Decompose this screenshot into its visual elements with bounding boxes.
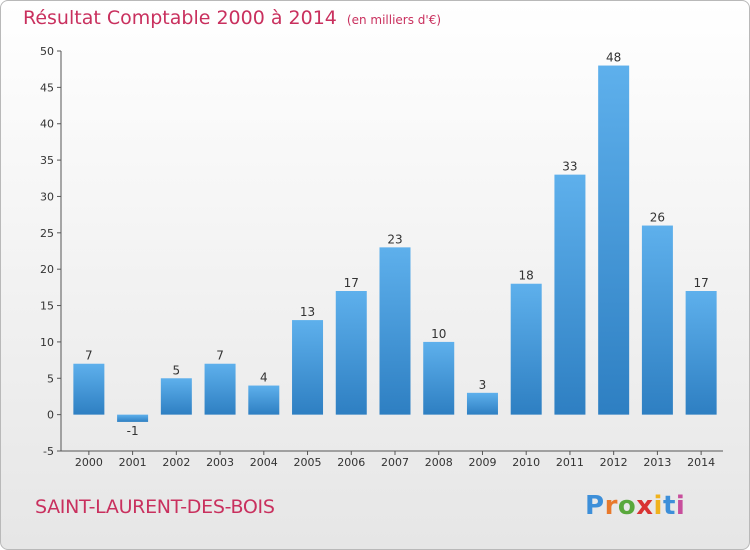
proxiti-logo: Proxiti bbox=[585, 491, 685, 521]
data-label: 7 bbox=[85, 349, 93, 363]
x-tick-label: 2006 bbox=[337, 456, 365, 469]
data-label: -1 bbox=[127, 424, 139, 438]
x-tick-label: 2000 bbox=[75, 456, 103, 469]
y-tick-label: -5 bbox=[43, 445, 54, 458]
bar-2014 bbox=[685, 291, 717, 415]
chart-subtitle: (en milliers d'€) bbox=[346, 13, 442, 27]
commune-name: SAINT-LAURENT-DES-BOIS bbox=[35, 496, 275, 518]
bar-2006 bbox=[335, 291, 367, 415]
data-label: 3 bbox=[479, 378, 487, 392]
x-tick-label: 2013 bbox=[643, 456, 671, 469]
y-tick-label: 35 bbox=[40, 154, 54, 167]
y-tick-label: 10 bbox=[40, 336, 54, 349]
x-tick-label: 2004 bbox=[250, 456, 278, 469]
logo-letter: i bbox=[675, 491, 686, 521]
y-tick-label: 25 bbox=[40, 227, 54, 240]
logo-letter: x bbox=[636, 491, 654, 521]
data-label: 18 bbox=[519, 269, 534, 283]
labels-group: 7 -1 5 7 4 13 17 23 10 3 18 33 48 26 17 bbox=[85, 51, 709, 438]
x-tick-label: 2012 bbox=[600, 456, 628, 469]
data-label: 10 bbox=[431, 327, 446, 341]
bar-2000 bbox=[73, 363, 105, 415]
bar-2007 bbox=[379, 247, 411, 415]
y-tick-label: 20 bbox=[40, 263, 54, 276]
data-label: 17 bbox=[693, 276, 708, 290]
x-tick-label: 2007 bbox=[381, 456, 409, 469]
bar-2004 bbox=[248, 385, 280, 415]
bar-2002 bbox=[160, 378, 192, 415]
bar-2009 bbox=[466, 392, 498, 415]
x-tick-label: 2003 bbox=[206, 456, 234, 469]
bar-2008 bbox=[423, 341, 455, 415]
bars-group bbox=[73, 65, 717, 422]
data-label: 13 bbox=[300, 305, 315, 319]
y-tick-label: 5 bbox=[47, 372, 54, 385]
bar-2013 bbox=[641, 225, 673, 415]
x-tick-label: 2005 bbox=[294, 456, 322, 469]
y-tick-label: 0 bbox=[47, 409, 54, 422]
x-tick-label: 2008 bbox=[425, 456, 453, 469]
y-tick-label: 50 bbox=[40, 45, 54, 58]
bar-2012 bbox=[598, 65, 630, 415]
x-tick-label: 2014 bbox=[687, 456, 715, 469]
data-label: 33 bbox=[562, 160, 577, 174]
logo-letter: r bbox=[604, 491, 618, 521]
data-label: 7 bbox=[216, 349, 224, 363]
x-tick-label: 2011 bbox=[556, 456, 584, 469]
logo-letter: t bbox=[662, 491, 676, 521]
data-label: 17 bbox=[344, 276, 359, 290]
bar-2010 bbox=[510, 283, 542, 415]
x-tick-label: 2001 bbox=[119, 456, 147, 469]
logo-letter: i bbox=[653, 491, 663, 521]
chart-title: Résultat Comptable 2000 à 2014 (en millie… bbox=[23, 7, 441, 29]
data-label: 23 bbox=[387, 232, 402, 246]
bar-2001 bbox=[117, 414, 149, 422]
y-tick-label: 30 bbox=[40, 190, 54, 203]
y-tick-label: 40 bbox=[40, 118, 54, 131]
x-tick-label: 2010 bbox=[512, 456, 540, 469]
y-tick-label: 45 bbox=[40, 81, 54, 94]
data-label: 4 bbox=[260, 371, 268, 385]
x-tick-label: 2009 bbox=[468, 456, 496, 469]
data-label: 5 bbox=[173, 363, 181, 377]
data-label: 48 bbox=[606, 51, 621, 65]
bar-2005 bbox=[292, 320, 324, 415]
logo-letter: P bbox=[585, 491, 605, 521]
chart-title-text: Résultat Comptable 2000 à 2014 bbox=[23, 7, 337, 29]
data-label: 26 bbox=[650, 211, 665, 225]
y-tick-label: 15 bbox=[40, 300, 54, 313]
logo-letter: o bbox=[617, 491, 637, 521]
bar-2003 bbox=[204, 363, 236, 415]
bar-2011 bbox=[554, 174, 586, 415]
x-tick-label: 2002 bbox=[162, 456, 190, 469]
